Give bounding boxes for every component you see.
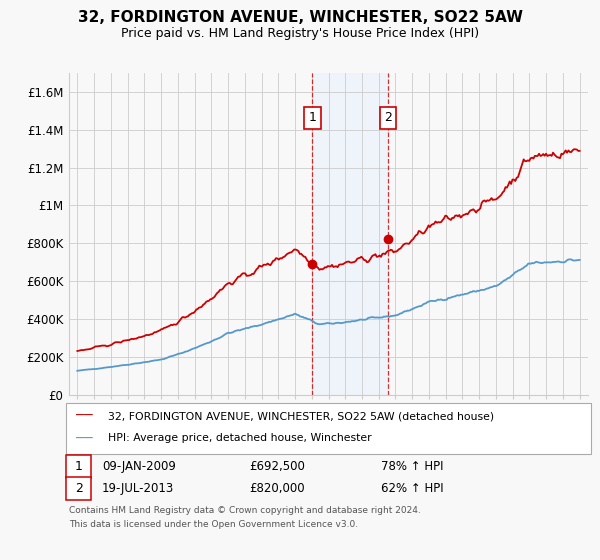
Text: ——: —— (76, 409, 93, 423)
Text: Contains HM Land Registry data © Crown copyright and database right 2024.: Contains HM Land Registry data © Crown c… (69, 506, 421, 515)
Text: 2: 2 (74, 482, 83, 495)
Text: £692,500: £692,500 (249, 460, 305, 473)
Text: 1: 1 (74, 460, 83, 473)
Text: 09-JAN-2009: 09-JAN-2009 (102, 460, 176, 473)
Bar (312, 73, 388, 395)
Text: This data is licensed under the Open Government Licence v3.0.: This data is licensed under the Open Gov… (69, 520, 358, 529)
Text: 1: 1 (308, 111, 316, 124)
Text: 62% ↑ HPI: 62% ↑ HPI (381, 482, 443, 495)
Text: £820,000: £820,000 (249, 482, 305, 495)
Text: 78% ↑ HPI: 78% ↑ HPI (381, 460, 443, 473)
Text: 19-JUL-2013: 19-JUL-2013 (102, 482, 174, 495)
Text: 2: 2 (384, 111, 392, 124)
Text: ——: —— (76, 431, 93, 446)
Text: Price paid vs. HM Land Registry's House Price Index (HPI): Price paid vs. HM Land Registry's House … (121, 27, 479, 40)
Text: 32, FORDINGTON AVENUE, WINCHESTER, SO22 5AW (detached house): 32, FORDINGTON AVENUE, WINCHESTER, SO22 … (108, 411, 494, 421)
Text: HPI: Average price, detached house, Winchester: HPI: Average price, detached house, Winc… (108, 433, 371, 444)
Text: 32, FORDINGTON AVENUE, WINCHESTER, SO22 5AW: 32, FORDINGTON AVENUE, WINCHESTER, SO22 … (77, 10, 523, 25)
